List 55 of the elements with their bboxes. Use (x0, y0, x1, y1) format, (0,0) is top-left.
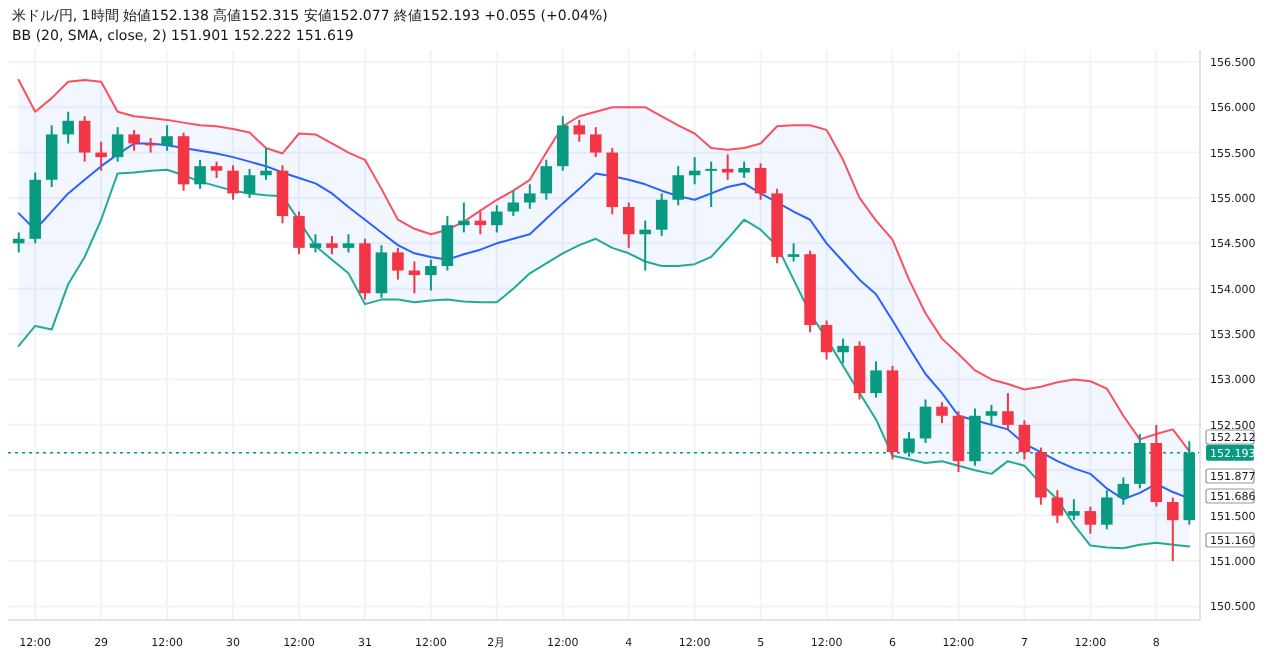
candlestick (144, 137, 157, 154)
candlestick (95, 140, 107, 172)
candlestick (1117, 476, 1130, 506)
candlestick (62, 110, 74, 145)
candlestick (524, 183, 536, 210)
candlestick (260, 147, 272, 181)
candlestick (161, 124, 173, 152)
candlestick (458, 201, 470, 234)
candlestick (1101, 489, 1113, 531)
candlestick (1035, 446, 1047, 506)
candlestick (754, 162, 767, 201)
candlestick (820, 319, 833, 361)
candlestick (870, 360, 882, 399)
candlestick (837, 337, 849, 365)
candlestick (276, 164, 289, 225)
candlestick (787, 242, 800, 263)
candlestick (919, 398, 932, 445)
candlestick (425, 258, 437, 292)
candlestick (622, 201, 635, 249)
line-series (17, 168, 1191, 550)
candlestick (853, 340, 866, 401)
candlestick (491, 204, 503, 234)
candlestick (1002, 392, 1014, 431)
candlestick (375, 244, 388, 299)
candlestick (326, 235, 338, 256)
candlestick (507, 189, 520, 218)
candlestick (589, 126, 602, 159)
candlestick (985, 403, 998, 426)
candlestick (952, 410, 965, 474)
candlestick (227, 164, 239, 201)
candlestick (721, 153, 734, 181)
candlestick (540, 158, 553, 201)
candlestick (194, 158, 206, 190)
candlestick (293, 210, 305, 256)
candlestick (936, 401, 948, 425)
candlestick (243, 167, 256, 199)
candlestick (655, 192, 668, 238)
candlestick (309, 233, 322, 254)
candlestick (1084, 505, 1097, 535)
candlestick (672, 165, 684, 207)
candlestick (342, 233, 355, 254)
candlestick (1051, 489, 1064, 524)
candlestick (573, 118, 586, 143)
candlestick (128, 128, 140, 152)
candlestick (441, 215, 454, 272)
candlestick (557, 115, 569, 172)
candlestick (78, 115, 91, 163)
candlestick (1167, 496, 1179, 562)
candlestick (111, 126, 124, 163)
candlestick (1018, 419, 1031, 461)
candlestick (45, 124, 58, 189)
candlestick (392, 246, 404, 281)
candlestick (705, 160, 717, 209)
candlestick (639, 219, 651, 272)
candlestick (1068, 498, 1080, 522)
